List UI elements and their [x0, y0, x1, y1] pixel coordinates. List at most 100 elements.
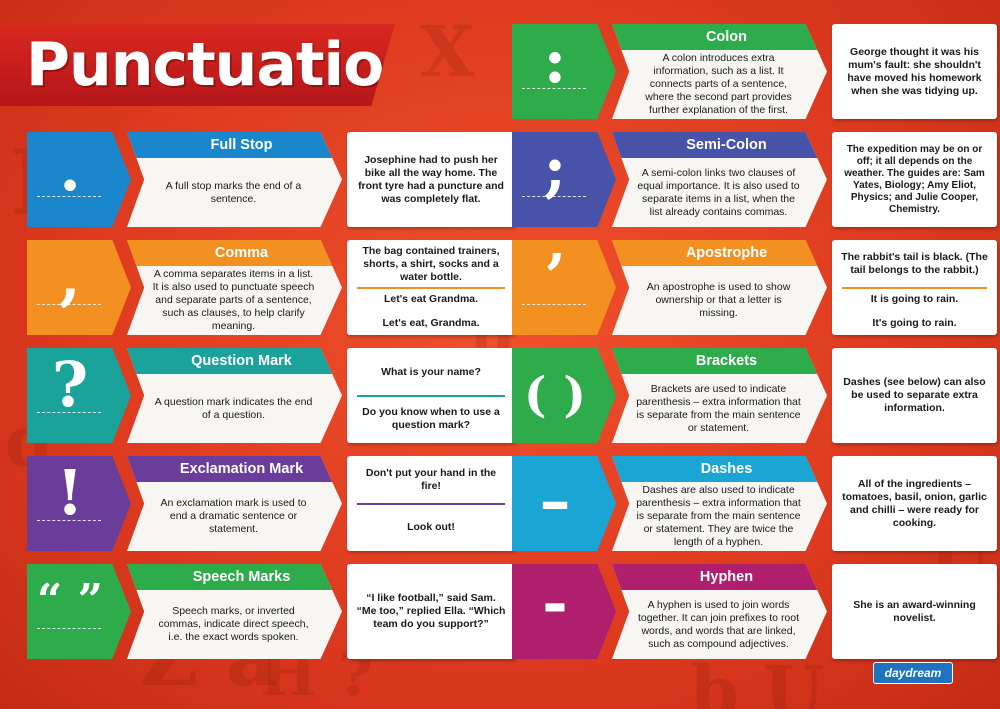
- title-banner: Punctuation: [0, 24, 395, 106]
- card-hyphen: - Hyphen A hyphen is used to join words …: [512, 564, 997, 659]
- example-divider: [357, 287, 505, 289]
- speech-marks-symbol: “ ”: [37, 575, 103, 626]
- definition-text: An exclamation mark is used to end a dra…: [160, 497, 307, 535]
- definition-text: An apostrophe is used to show ownership …: [646, 281, 791, 319]
- definition-header: Question Mark: [127, 348, 342, 374]
- example-text: “I like football,” said Sam. “Me too,” r…: [356, 592, 506, 630]
- definition-card: Brackets Brackets are used to indicate p…: [612, 348, 827, 443]
- dash-line: [37, 196, 101, 197]
- definition-text: A comma separates items in a list. It is…: [152, 268, 315, 332]
- definition-header: Brackets: [612, 348, 827, 374]
- example-card: What is your name? Do you know when to u…: [347, 348, 515, 443]
- dash-line: [37, 412, 101, 413]
- example-text-middle: Let's eat Grandma.: [383, 292, 479, 305]
- symbol-box: “ ”: [27, 564, 131, 659]
- definition-header: Full Stop: [127, 132, 342, 158]
- brackets-symbol: ( ): [523, 367, 587, 423]
- brand-logo: daydream: [873, 662, 953, 684]
- symbol-box: ,: [27, 240, 131, 335]
- definition-header: Dashes: [612, 456, 827, 482]
- example-text-bottom: Look out!: [407, 520, 455, 533]
- example-text: She is an award-winning novelist.: [853, 598, 976, 624]
- example-text-bottom: Let's eat, Grandma.: [382, 316, 480, 329]
- dash-line: [37, 520, 101, 521]
- question-mark-symbol: ?: [51, 348, 89, 421]
- card-apostrophe: ’ Apostrophe An apostrophe is used to sh…: [512, 240, 997, 335]
- example-card: Dashes (see below) can also be used to s…: [832, 348, 997, 443]
- example-text: George thought it was his mum's fault: s…: [847, 45, 982, 97]
- example-text: Josephine had to push her bike all the w…: [358, 153, 504, 205]
- example-card: All of the ingredients – tomatoes, basil…: [832, 456, 997, 551]
- card-colon: : Colon A colon introduces extra informa…: [512, 24, 997, 119]
- hyphen-symbol: -: [542, 566, 568, 639]
- symbol-box: :: [512, 24, 616, 119]
- symbol-box: .: [27, 132, 131, 227]
- dash-line: [37, 304, 101, 305]
- dash-line: [522, 196, 586, 197]
- definition-card: Exclamation Mark An exclamation mark is …: [127, 456, 342, 551]
- card-semi-colon: ; Semi-Colon A semi-colon links two clau…: [512, 132, 997, 227]
- definition-header: Hyphen: [612, 564, 827, 590]
- definition-card: Colon A colon introduces extra informati…: [612, 24, 827, 119]
- comma-symbol: ,: [59, 240, 81, 313]
- definition-card: Question Mark A question mark indicates …: [127, 348, 342, 443]
- definition-text: Brackets are used to indicate parenthesi…: [636, 382, 801, 434]
- example-text: The expedition may be on or off; it all …: [844, 143, 985, 215]
- definition-card: Dashes Dashes are also used to indicate …: [612, 456, 827, 551]
- definition-header: Colon: [612, 24, 827, 50]
- example-text-top: The bag contained trainers, shorts, a sh…: [362, 244, 500, 283]
- definition-text: A full stop marks the end of a sentence.: [165, 179, 302, 205]
- semi-colon-symbol: ;: [543, 132, 567, 205]
- symbol-box: !: [27, 456, 131, 551]
- definition-text: A colon introduces extra information, su…: [645, 52, 792, 116]
- definition-card: Full Stop A full stop marks the end of a…: [127, 132, 342, 227]
- example-text-middle: It is going to rain.: [870, 292, 959, 305]
- definition-header: Apostrophe: [612, 240, 827, 266]
- definition-text: A semi-colon links two clauses of equal …: [637, 166, 800, 218]
- example-card: The bag contained trainers, shorts, a sh…: [347, 240, 515, 335]
- dash-symbol: –: [539, 464, 571, 537]
- symbol-box: -: [512, 564, 616, 659]
- example-card: Don't put your hand in the fire! Look ou…: [347, 456, 515, 551]
- card-brackets: ( ) Brackets Brackets are used to indica…: [512, 348, 997, 443]
- card-full-stop: . Full Stop A full stop marks the end of…: [27, 132, 515, 227]
- full-stop-symbol: .: [59, 132, 81, 205]
- symbol-box: ;: [512, 132, 616, 227]
- definition-text: Dashes are also used to indicate parenth…: [636, 484, 801, 548]
- example-text: All of the ingredients – tomatoes, basil…: [842, 477, 987, 529]
- definition-text: A question mark indicates the end of a q…: [154, 395, 313, 421]
- definition-header: Speech Marks: [127, 564, 342, 590]
- example-card: George thought it was his mum's fault: s…: [832, 24, 997, 119]
- example-text-top: What is your name?: [381, 365, 481, 378]
- dash-line: [522, 304, 586, 305]
- example-text-bottom: It's going to rain.: [872, 316, 957, 329]
- definition-card: Apostrophe An apostrophe is used to show…: [612, 240, 827, 335]
- example-text-bottom: Do you know when to use a question mark?: [362, 406, 500, 431]
- card-exclamation-mark: ! Exclamation Mark An exclamation mark i…: [27, 456, 515, 551]
- example-card: Josephine had to push her bike all the w…: [347, 132, 515, 227]
- example-card: “I like football,” said Sam. “Me too,” r…: [347, 564, 515, 659]
- definition-header: Semi-Colon: [612, 132, 827, 158]
- definition-card: Semi-Colon A semi-colon links two clause…: [612, 132, 827, 227]
- example-text: Dashes (see below) can also be used to s…: [843, 376, 986, 414]
- definition-header: Comma: [127, 240, 342, 266]
- example-divider: [357, 395, 505, 397]
- definition-header: Exclamation Mark: [127, 456, 342, 482]
- apostrophe-symbol: ’: [544, 240, 566, 313]
- page-title: Punctuation: [26, 30, 426, 100]
- card-speech-marks: “ ” Speech Marks Speech marks, or invert…: [27, 564, 515, 659]
- definition-text: Speech marks, or inverted commas, indica…: [158, 605, 309, 643]
- example-divider: [842, 287, 987, 289]
- example-text-top: Don't put your hand in the fire!: [365, 467, 497, 492]
- symbol-box: ?: [27, 348, 131, 443]
- symbol-box: –: [512, 456, 616, 551]
- dash-line: [37, 628, 101, 629]
- example-divider: [357, 503, 505, 505]
- definition-card: Comma A comma separates items in a list.…: [127, 240, 342, 335]
- example-card: The expedition may be on or off; it all …: [832, 132, 997, 227]
- card-dashes: – Dashes Dashes are also used to indicat…: [512, 456, 997, 551]
- example-card: The rabbit's tail is black. (The tail be…: [832, 240, 997, 335]
- card-comma: , Comma A comma separates items in a lis…: [27, 240, 515, 335]
- definition-card: Hyphen A hyphen is used to join words to…: [612, 564, 827, 659]
- definition-text: A hyphen is used to join words together.…: [637, 598, 800, 650]
